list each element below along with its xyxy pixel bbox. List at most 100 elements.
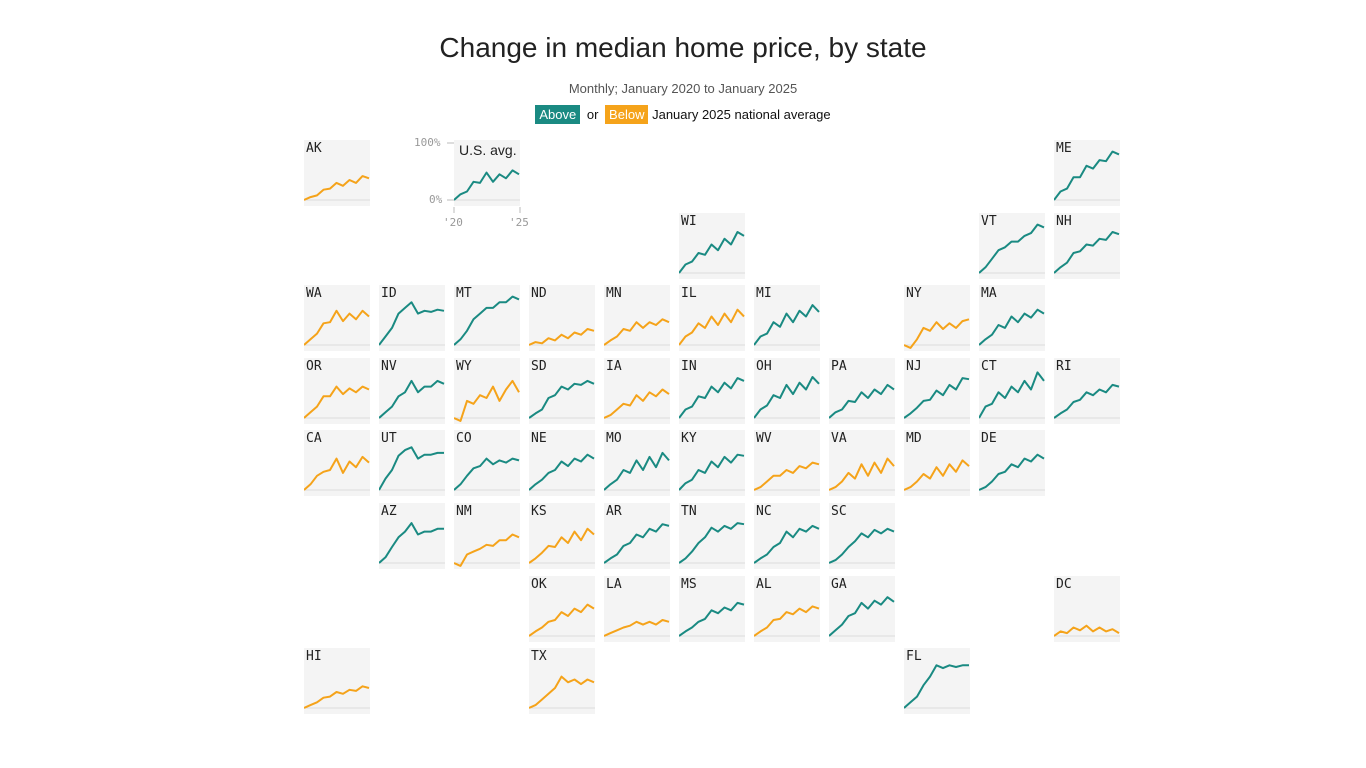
- tile-in: IN: [679, 357, 745, 424]
- series-line: [904, 459, 970, 492]
- tile-label: NH: [1056, 213, 1072, 229]
- tile-mt: MT: [454, 285, 520, 352]
- tile-mi: MI: [754, 285, 820, 352]
- tile-label: NC: [756, 504, 772, 519]
- tile-me: ME: [1054, 140, 1120, 206]
- legend-suffix: January 2025 national average: [652, 107, 831, 122]
- sparkline: [829, 527, 895, 564]
- sparkline: [754, 375, 820, 419]
- tile-ok: OK: [529, 575, 595, 642]
- tile-nv: NV: [379, 357, 445, 424]
- tile-sd: SD: [529, 357, 595, 424]
- series-line: [529, 328, 595, 347]
- sparkline: [379, 379, 445, 419]
- sparkline: [754, 524, 820, 564]
- tile-tn: TN: [679, 503, 745, 569]
- sparkline: [904, 459, 970, 492]
- tile-ut: UT: [379, 430, 445, 497]
- legend-or: or: [586, 107, 599, 122]
- tile-label: NV: [381, 358, 397, 374]
- tile-label: WY: [456, 358, 472, 374]
- series-line: [529, 527, 595, 564]
- tile-wv: WV: [754, 430, 820, 497]
- series-line: [379, 301, 445, 346]
- tile-ri: RI: [1054, 357, 1120, 424]
- tile-label: GA: [831, 576, 847, 592]
- tile-id: ID: [379, 285, 445, 352]
- series-line: [304, 385, 370, 419]
- sparkline: [754, 304, 820, 346]
- sparkline: [979, 223, 1045, 274]
- sparkline: [604, 452, 670, 492]
- tile-ma: MA: [979, 285, 1045, 352]
- legend-below-chip: Below: [605, 105, 649, 124]
- tile-label: WV: [756, 431, 772, 447]
- tile-vt: VT: [979, 212, 1045, 279]
- series-line: [679, 376, 745, 419]
- tile-label: AR: [606, 504, 622, 519]
- series-line: [679, 522, 745, 564]
- series-line: [604, 452, 670, 492]
- legend: Above or Below January 2025 national ave…: [0, 105, 1366, 124]
- tile-label: MO: [606, 431, 622, 447]
- tile-label: SD: [531, 358, 547, 374]
- series-line: [829, 383, 895, 419]
- legend-above-chip: Above: [535, 105, 581, 124]
- tile-label: VT: [981, 213, 997, 229]
- sparkline: [529, 379, 595, 419]
- tile-label: TX: [531, 649, 547, 665]
- tile-wy: WY: [454, 357, 520, 424]
- series-line: [904, 664, 969, 709]
- tile-label: IN: [681, 358, 697, 374]
- series-line: [604, 318, 670, 347]
- series-line: [829, 527, 895, 564]
- chart-title: Change in median home price, by state: [439, 32, 927, 63]
- tile-pa: PA: [829, 357, 895, 424]
- tile-md: MD: [904, 430, 970, 497]
- sparkline: [829, 595, 895, 637]
- sparkline: [1054, 624, 1120, 637]
- tile-mn: MN: [604, 285, 670, 352]
- tile-dc: DC: [1054, 575, 1120, 642]
- sparkline: [304, 175, 370, 201]
- x-tick-label-start: '20: [443, 216, 463, 229]
- tile-ny: NY: [904, 285, 970, 352]
- tile-label: MT: [456, 286, 472, 302]
- tile-label: OK: [531, 576, 547, 592]
- sparkline: [604, 388, 670, 419]
- series-line: [529, 603, 595, 637]
- series-line: [754, 461, 820, 492]
- tile-label: NE: [531, 431, 547, 447]
- series-line: [754, 604, 820, 637]
- tile-label: DC: [1056, 576, 1072, 592]
- sparkline: [529, 328, 595, 347]
- series-line: [454, 169, 520, 201]
- tile-label: MI: [756, 286, 772, 302]
- series-line: [904, 318, 970, 350]
- tile-il: IL: [679, 285, 745, 352]
- tile-label: IA: [606, 358, 622, 374]
- tile-label: LA: [606, 576, 622, 592]
- tile-us-avg: U.S. avg.: [454, 140, 520, 206]
- sparkline: [979, 371, 1045, 419]
- chart-subtitle: Monthly; January 2020 to January 2025: [568, 81, 798, 96]
- series-line: [529, 675, 595, 710]
- tile-ak: AK: [304, 140, 370, 206]
- sparkline: [754, 604, 820, 637]
- tile-ia: IA: [604, 357, 670, 424]
- series-line: [679, 308, 745, 346]
- series-line: [754, 524, 820, 564]
- tile-mo: MO: [604, 430, 670, 497]
- tile-or: OR: [304, 357, 370, 424]
- tile-hi: HI: [304, 648, 370, 715]
- tile-label: CA: [306, 431, 322, 447]
- sparkline: [679, 230, 745, 274]
- series-line: [979, 371, 1045, 419]
- tile-ca: CA: [304, 430, 370, 497]
- tile-tx: TX: [529, 648, 595, 715]
- sparkline: [679, 601, 745, 637]
- tile-label: WA: [306, 286, 322, 302]
- tile-label: MD: [906, 431, 922, 447]
- tile-sc: SC: [829, 503, 895, 569]
- tile-ne: NE: [529, 430, 595, 497]
